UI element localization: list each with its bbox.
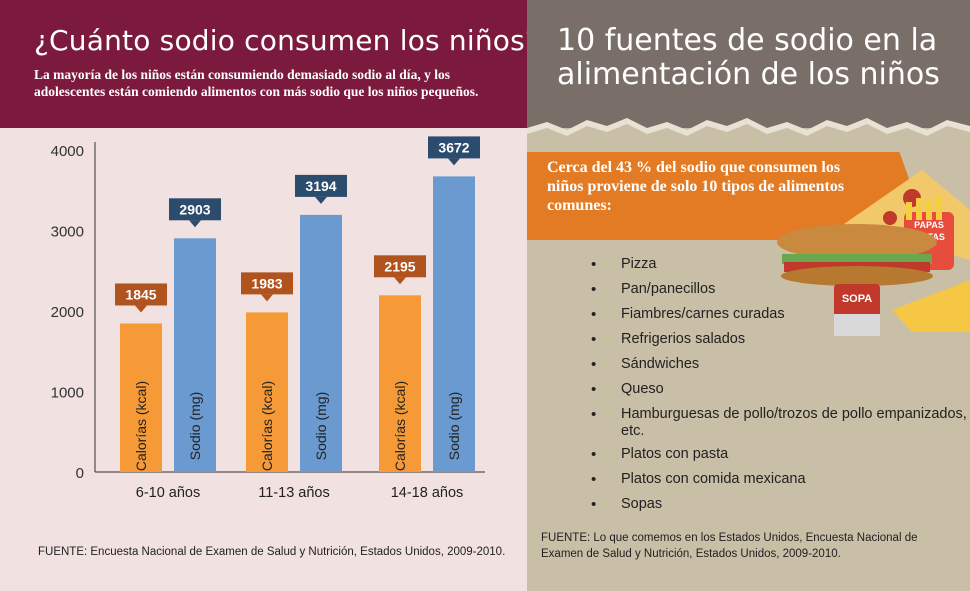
fries-label: PAPAS	[914, 220, 944, 230]
y-tick-label: 0	[76, 465, 84, 482]
left-panel: ¿Cuánto sodio consumen los niños? La may…	[0, 0, 527, 591]
value-callout-pointer	[394, 277, 406, 285]
x-tick-label: 11-13 años	[258, 485, 329, 501]
bar-chart: Calorías (kcal) Sodio (mg) Calorías (kcal)…	[51, 136, 485, 501]
y-tick-label: 4000	[51, 143, 84, 160]
left-subtitle: La mayoría de los niños están consumiend…	[34, 67, 479, 99]
right-header: 10 fuentes de sodio en la alimentación d…	[527, 0, 970, 128]
left-header: ¿Cuánto sodio consumen los niños? La may…	[0, 0, 540, 128]
food-item: Queso	[591, 381, 970, 406]
bar-series-label: Calorías (kcal)	[259, 381, 275, 471]
data-label: 3194	[305, 178, 336, 194]
data-label: 1845	[125, 286, 156, 302]
value-callout-box	[169, 198, 221, 221]
data-label: 2903	[179, 201, 210, 217]
y-tick-label: 1000	[51, 385, 84, 402]
bar	[379, 295, 421, 472]
bar	[300, 214, 342, 472]
y-tick-label: 3000	[51, 224, 84, 241]
bar-series-label: Calorías (kcal)	[392, 381, 408, 471]
x-tick-label: 6-10 años	[136, 485, 201, 501]
food-list: PizzaPan/panecillosFiambres/carnes curad…	[591, 256, 970, 521]
value-callout-box	[241, 272, 293, 295]
food-item: Pizza	[591, 256, 970, 281]
food-item: Pan/panecillos	[591, 281, 970, 306]
value-callout-box	[374, 255, 426, 278]
food-item: Sándwiches	[591, 356, 970, 381]
x-tick-label: 14-18 años	[391, 485, 464, 501]
food-item: Platos con comida mexicana	[591, 471, 970, 496]
right-source: FUENTE: Lo que comemos en los Estados Un…	[541, 532, 918, 560]
left-source: FUENTE: Encuesta Nacional de Examen de S…	[38, 546, 506, 558]
value-callout-pointer	[448, 158, 460, 166]
left-title: ¿Cuánto sodio consumen los niños?	[34, 24, 540, 57]
data-label: 1983	[251, 275, 282, 291]
bar	[246, 312, 288, 472]
value-callout-pointer	[315, 196, 327, 204]
value-callout-pointer	[189, 220, 201, 228]
bar-series-label: Sodio (mg)	[313, 392, 329, 460]
value-callout-box	[115, 283, 167, 306]
torn-paper-edge	[527, 118, 970, 152]
bar	[120, 323, 162, 472]
value-callout-box	[295, 174, 347, 197]
value-callout-box	[428, 136, 480, 159]
value-callout-pointer	[261, 294, 273, 302]
bar	[174, 238, 216, 472]
food-item: Sopas	[591, 496, 970, 521]
food-item: Platos con pasta	[591, 446, 970, 471]
value-callout-pointer	[135, 305, 147, 313]
data-label: 3672	[438, 139, 469, 155]
food-item: Hamburguesas de pollo/trozos de pollo em…	[591, 406, 970, 446]
food-item: Fiambres/carnes curadas	[591, 306, 970, 331]
bar-series-label: Sodio (mg)	[187, 392, 203, 460]
food-item: Refrigerios salados	[591, 331, 970, 356]
sandwich-icon	[777, 224, 937, 260]
bar	[433, 176, 475, 473]
data-label: 2195	[384, 258, 415, 274]
right-title: 10 fuentes de sodio en la alimentación d…	[557, 23, 940, 92]
bar-series-label: Calorías (kcal)	[133, 381, 149, 471]
callout-text: Cerca del 43 % del sodio que consumen lo…	[547, 159, 845, 214]
bar-series-label: Sodio (mg)	[446, 392, 462, 460]
right-panel: 10 fuentes de sodio en la alimentación d…	[527, 0, 970, 591]
y-tick-label: 2000	[51, 304, 84, 321]
